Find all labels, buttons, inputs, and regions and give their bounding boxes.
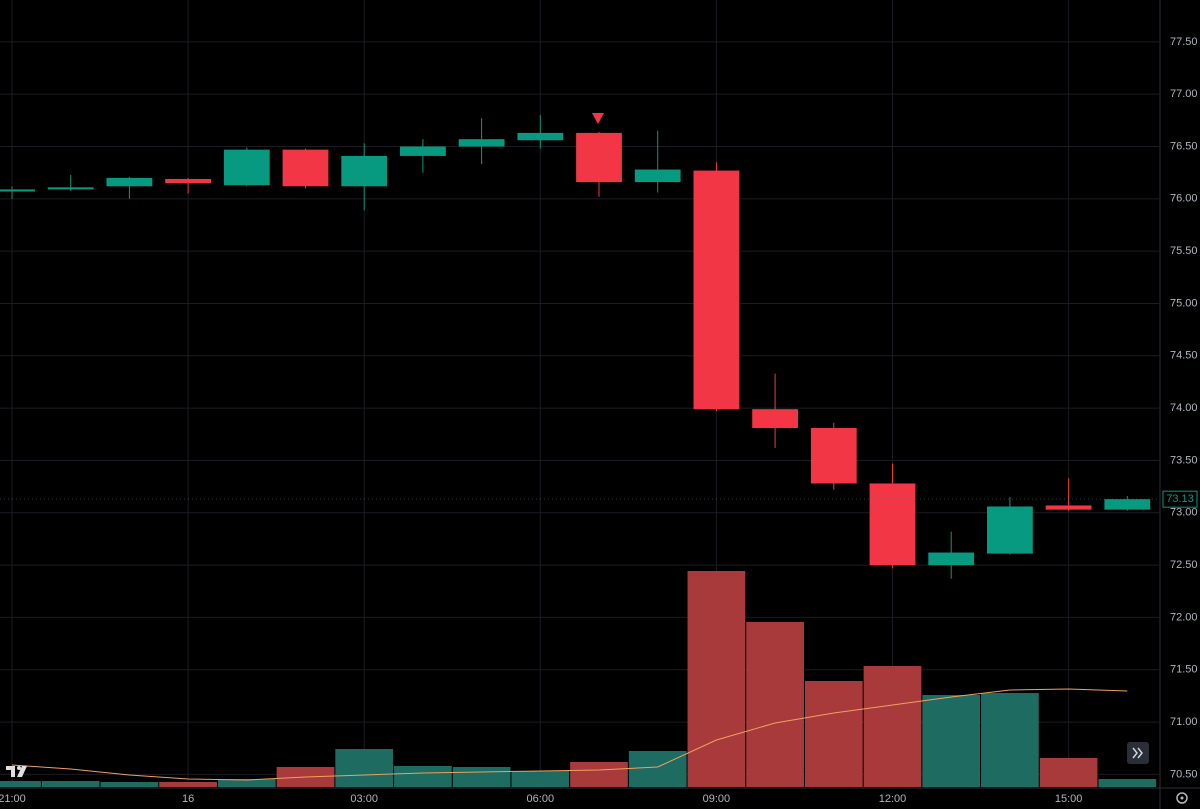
x-tick-label: 16 (182, 793, 194, 805)
y-tick-label: 74.50 (1170, 350, 1198, 362)
y-tick-label: 73.50 (1170, 454, 1198, 466)
y-tick-label: 74.00 (1170, 402, 1198, 414)
volume-bar (394, 766, 452, 787)
volume-bar (217, 779, 276, 787)
y-tick-label: 75.50 (1170, 245, 1198, 257)
volume-bar (570, 762, 628, 787)
volume-bar (804, 681, 863, 787)
candle-body (106, 177, 153, 187)
signal-marker (592, 113, 604, 124)
y-tick-label: 76.50 (1170, 140, 1198, 152)
settings-button[interactable] (1176, 792, 1188, 804)
candle-body (458, 139, 505, 147)
candle-body (0, 189, 35, 192)
candle-body (165, 178, 211, 184)
volume-bar (41, 781, 100, 787)
candle-body (576, 132, 622, 183)
candle-body (869, 483, 916, 566)
y-tick-label: 77.50 (1170, 36, 1198, 48)
candle-body (400, 146, 446, 156)
candle-body (341, 155, 388, 187)
x-tick-label: 21:00 (0, 793, 26, 805)
x-tick-label: 03:00 (350, 793, 378, 805)
volume-bar (922, 695, 981, 787)
volume-bar (981, 693, 1039, 787)
candle-body (517, 132, 564, 141)
x-tick-label: 06:00 (527, 793, 555, 805)
candle-body (223, 149, 270, 186)
candle-body (634, 169, 681, 183)
volume-bar (863, 666, 922, 787)
y-tick-label: 72.50 (1170, 559, 1198, 571)
candle-body (282, 149, 329, 187)
volume-bar (159, 782, 217, 787)
volume-bar (1098, 779, 1157, 787)
y-tick-label: 73.00 (1170, 507, 1198, 519)
volume-bar (100, 782, 159, 787)
candle-body (47, 187, 94, 190)
candles (0, 115, 1151, 579)
x-tick-label: 12:00 (879, 793, 907, 805)
y-tick-label: 71.50 (1170, 664, 1198, 676)
volume-bar (687, 571, 746, 787)
x-tick-label: 15:00 (1055, 793, 1083, 805)
volume-bar (628, 751, 687, 787)
volume-bar (746, 622, 804, 787)
volume-ma-line (11, 688, 1128, 781)
y-tick-label: 70.50 (1170, 768, 1198, 780)
candle-body (693, 170, 740, 410)
y-tick-label: 77.00 (1170, 88, 1198, 100)
volume-bar (452, 767, 511, 787)
volume-pane (0, 571, 1157, 787)
candle-body (1104, 499, 1151, 510)
y-tick-label: 76.00 (1170, 193, 1198, 205)
y-tick-label: 71.00 (1170, 716, 1198, 728)
candle-body (810, 428, 857, 484)
scroll-button[interactable] (1127, 742, 1149, 764)
candle-body (752, 409, 798, 429)
y-tick-label: 72.00 (1170, 611, 1198, 623)
last-price-box (1162, 490, 1198, 508)
volume-bar (335, 749, 394, 787)
candle-body (928, 552, 975, 566)
volume-bar (1039, 758, 1098, 787)
volume-bar (511, 771, 570, 787)
logo (6, 766, 27, 777)
volume-bar (0, 781, 41, 787)
candle-body (987, 506, 1033, 554)
y-tick-label: 75.00 (1170, 297, 1198, 309)
candle-body (1045, 505, 1092, 510)
x-tick-label: 09:00 (703, 793, 731, 805)
last-price-label: 73.13 (1166, 493, 1194, 505)
